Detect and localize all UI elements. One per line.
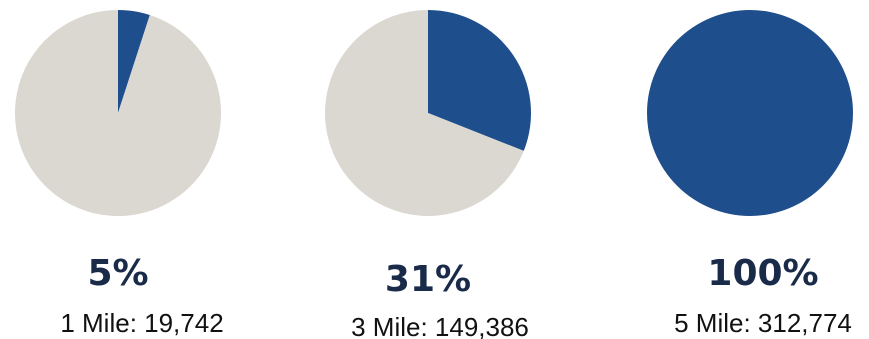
pie-1-mile-slice-remainder [15,10,222,216]
pie-3-mile-slice-remainder [325,10,524,216]
percent-label-5-mile: 100% [707,253,819,294]
caption-5-mile: 5 Mile: 312,774 [674,308,852,338]
percent-label-3-mile: 31% [384,259,472,300]
pie-5-mile-slice-filled [647,10,853,216]
pie-1-mile-slice-filled [118,10,150,113]
caption-3-mile: 3 Mile: 149,386 [351,312,529,339]
caption-1-mile: 1 Mile: 19,742 [60,308,224,338]
percent-label-1-mile: 5% [87,253,149,294]
pie-3-mile-slice-filled [428,10,531,151]
